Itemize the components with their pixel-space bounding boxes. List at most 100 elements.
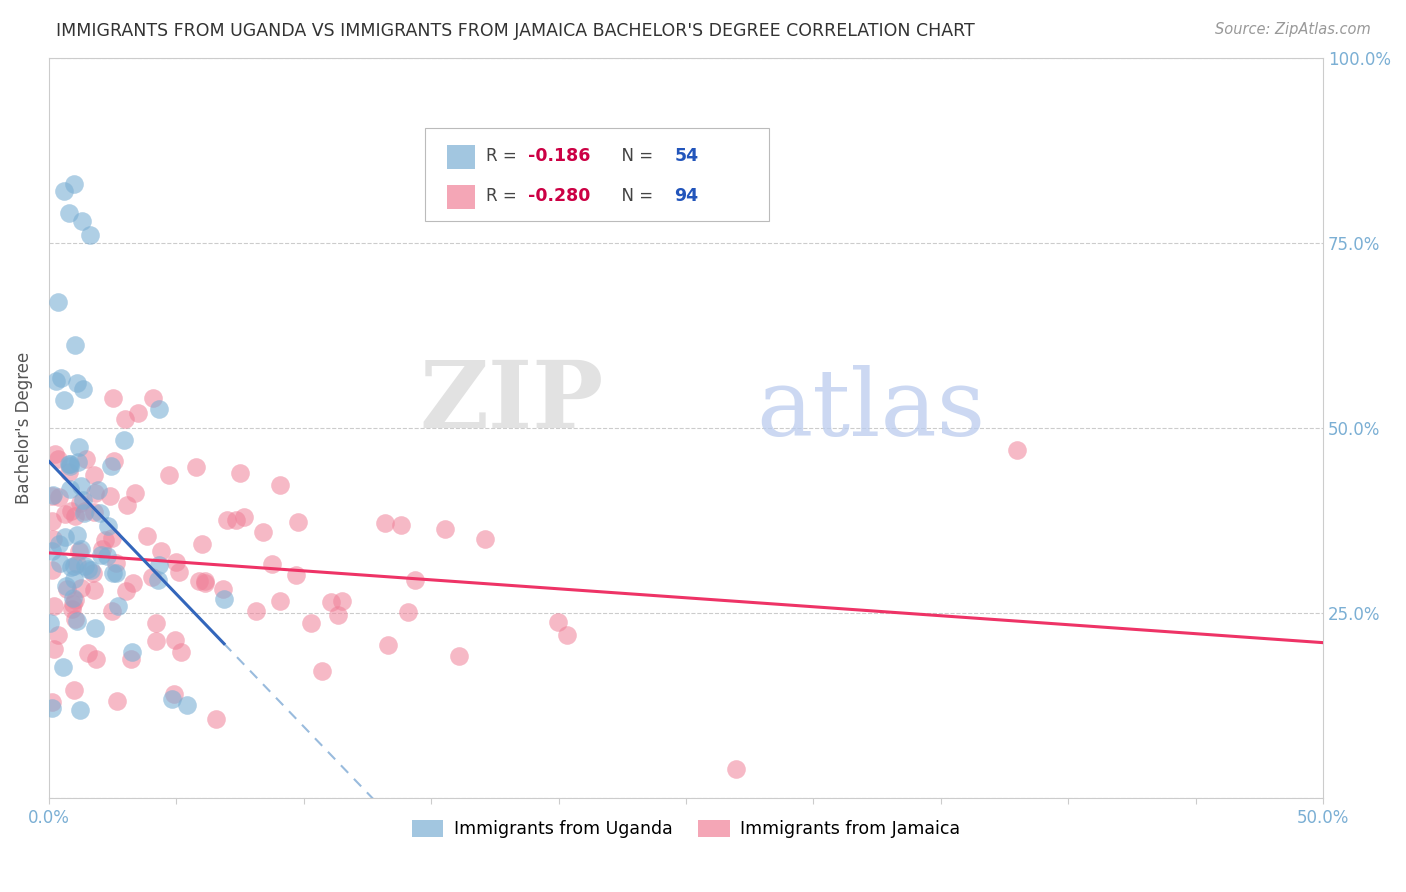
Point xyxy=(63,572,86,586)
Text: IMMIGRANTS FROM UGANDA VS IMMIGRANTS FROM JAMAICA BACHELOR'S DEGREE CORRELATION : IMMIGRANTS FROM UGANDA VS IMMIGRANTS FRO… xyxy=(56,22,974,40)
Point xyxy=(62,591,84,605)
Point xyxy=(52,660,75,674)
Point xyxy=(215,513,238,527)
Point xyxy=(186,460,208,475)
Point xyxy=(59,482,82,496)
Point xyxy=(326,607,349,622)
Point xyxy=(41,695,63,709)
Point xyxy=(58,465,80,479)
Point xyxy=(142,392,165,406)
Point xyxy=(80,563,103,577)
Point xyxy=(41,544,63,558)
Point xyxy=(100,458,122,473)
Point xyxy=(194,574,217,588)
Point xyxy=(56,582,79,597)
Point xyxy=(104,556,127,570)
Point xyxy=(41,701,63,715)
Point xyxy=(72,492,94,507)
Point xyxy=(48,536,70,550)
Point xyxy=(66,557,89,571)
Text: R =: R = xyxy=(486,146,522,165)
Point xyxy=(724,762,747,776)
Point xyxy=(141,570,163,584)
Point xyxy=(53,507,76,521)
Point xyxy=(163,687,186,701)
Point xyxy=(115,498,138,512)
Point xyxy=(63,612,86,626)
Point xyxy=(101,566,124,580)
Point xyxy=(86,652,108,666)
Point xyxy=(101,604,124,618)
Point xyxy=(42,642,65,657)
Point xyxy=(46,628,69,642)
Point xyxy=(44,447,66,461)
FancyBboxPatch shape xyxy=(447,145,475,169)
Point xyxy=(76,646,98,660)
Point xyxy=(73,503,96,517)
Point xyxy=(447,649,470,664)
Point xyxy=(205,712,228,726)
Text: ZIP: ZIP xyxy=(419,357,603,447)
Point xyxy=(59,559,82,574)
Point xyxy=(63,593,86,607)
Point xyxy=(77,561,100,575)
Point xyxy=(84,621,107,635)
Point xyxy=(65,614,87,628)
Point xyxy=(191,537,214,551)
Text: -0.280: -0.280 xyxy=(529,186,591,204)
Point xyxy=(269,478,291,492)
Point xyxy=(103,454,125,468)
Point xyxy=(66,528,89,542)
Point xyxy=(112,434,135,448)
Point xyxy=(157,468,180,483)
Point xyxy=(107,599,129,614)
Point xyxy=(311,664,333,678)
Point xyxy=(49,371,72,385)
Point xyxy=(41,563,63,577)
Point xyxy=(165,633,187,648)
Point xyxy=(41,489,63,503)
Point xyxy=(53,184,76,198)
Point xyxy=(44,375,66,389)
Point xyxy=(49,556,72,570)
Point xyxy=(69,496,91,510)
Point xyxy=(87,483,110,498)
Point xyxy=(145,616,167,631)
Point xyxy=(101,392,124,406)
Point xyxy=(66,455,89,469)
Point xyxy=(39,615,62,630)
Point xyxy=(262,557,284,571)
Point xyxy=(97,519,120,533)
Point xyxy=(62,597,84,611)
Point xyxy=(149,544,172,558)
Point xyxy=(58,206,80,220)
Point xyxy=(84,485,107,500)
Point xyxy=(555,628,578,642)
Point xyxy=(42,533,65,547)
Text: R =: R = xyxy=(486,186,522,204)
Point xyxy=(187,574,209,589)
Point xyxy=(122,575,145,590)
Point xyxy=(65,338,87,352)
Point xyxy=(46,295,69,310)
Point xyxy=(167,565,190,579)
Point xyxy=(269,593,291,607)
FancyBboxPatch shape xyxy=(425,128,769,220)
Point xyxy=(53,530,76,544)
Point xyxy=(389,517,412,532)
Point xyxy=(124,486,146,500)
Point xyxy=(547,615,569,629)
Text: -0.186: -0.186 xyxy=(529,146,591,165)
Point xyxy=(233,510,256,524)
Point xyxy=(299,615,322,630)
Point xyxy=(60,601,83,615)
Point xyxy=(1007,443,1029,458)
Point xyxy=(194,576,217,591)
Point xyxy=(70,541,93,556)
Point xyxy=(135,529,157,543)
Point xyxy=(66,376,89,391)
Text: 94: 94 xyxy=(675,186,699,204)
Point xyxy=(115,584,138,599)
Point xyxy=(94,533,117,547)
Point xyxy=(146,573,169,587)
